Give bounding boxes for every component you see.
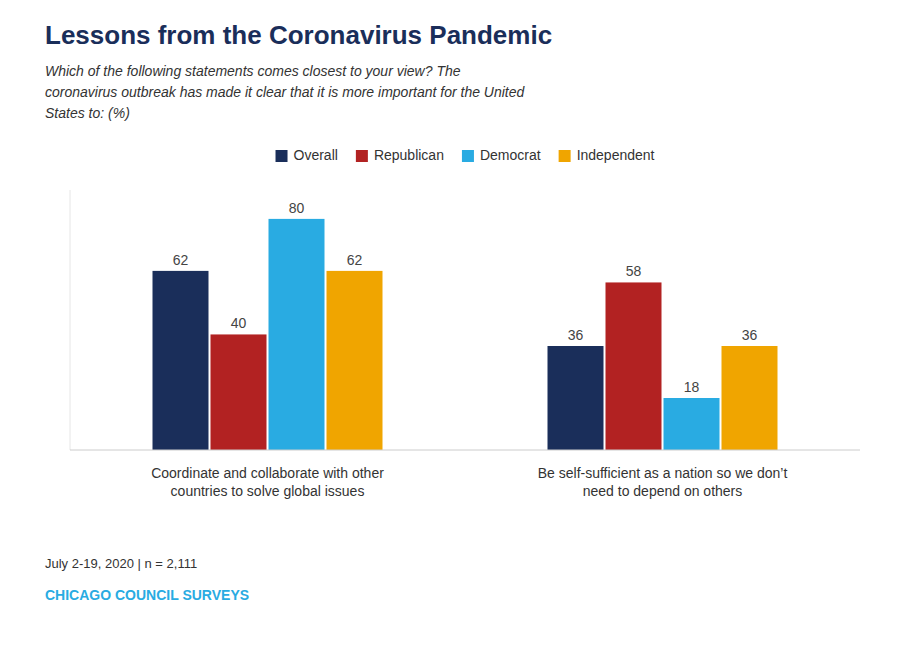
subtitle-line: Which of the following statements comes …: [45, 63, 461, 79]
data-label: 62: [173, 252, 189, 268]
x-tick-label-line: need to depend on others: [583, 483, 743, 499]
bars: [153, 219, 778, 450]
footnote: July 2-19, 2020 | n = 2,111: [45, 556, 197, 571]
bar: [269, 219, 325, 450]
legend-swatch: [276, 150, 288, 162]
x-tick-label-line: Be self-sufficient as a nation so we don…: [538, 465, 788, 481]
data-label: 58: [626, 263, 642, 279]
data-labels: 62 36 40 58 80 18 62 36: [173, 200, 758, 395]
y-axis-line: [70, 190, 71, 450]
legend: Overall Republican Democrat Independent: [276, 147, 655, 163]
source: CHICAGO COUNCIL SURVEYS: [45, 587, 249, 603]
chart-root: Lessons from the Coronavirus Pandemic Whi…: [0, 0, 909, 648]
legend-item: Independent: [559, 147, 655, 163]
subtitle: Which of the following statements comes …: [45, 63, 526, 121]
legend-swatch: [559, 150, 571, 162]
data-label: 36: [568, 327, 584, 343]
bar: [606, 282, 662, 450]
x-tick-label-line: Coordinate and collaborate with other: [151, 465, 384, 481]
bar: [153, 271, 209, 450]
bar: [327, 271, 383, 450]
legend-label: Overall: [294, 147, 338, 163]
subtitle-line: States to: (%): [45, 105, 130, 121]
bar: [548, 346, 604, 450]
x-axis-line: [70, 450, 860, 451]
legend-item: Overall: [276, 147, 338, 163]
legend-swatch: [462, 150, 474, 162]
x-tick-label: Coordinate and collaborate with other cou…: [151, 465, 384, 499]
data-label: 40: [231, 315, 247, 331]
data-label: 80: [289, 200, 305, 216]
bar: [211, 334, 267, 450]
data-label: 18: [684, 379, 700, 395]
data-label: 36: [742, 327, 758, 343]
subtitle-line: coronavirus outbreak has made it clear t…: [45, 84, 526, 100]
x-tick-label-line: countries to solve global issues: [171, 483, 365, 499]
legend-label: Republican: [374, 147, 444, 163]
data-label: 62: [347, 252, 363, 268]
legend-item: Democrat: [462, 147, 541, 163]
bar: [664, 398, 720, 450]
legend-swatch: [356, 150, 368, 162]
title: Lessons from the Coronavirus Pandemic: [45, 20, 552, 50]
legend-label: Independent: [577, 147, 655, 163]
x-tick-label: Be self-sufficient as a nation so we don…: [538, 465, 788, 499]
bar: [722, 346, 778, 450]
legend-label: Democrat: [480, 147, 541, 163]
legend-item: Republican: [356, 147, 444, 163]
